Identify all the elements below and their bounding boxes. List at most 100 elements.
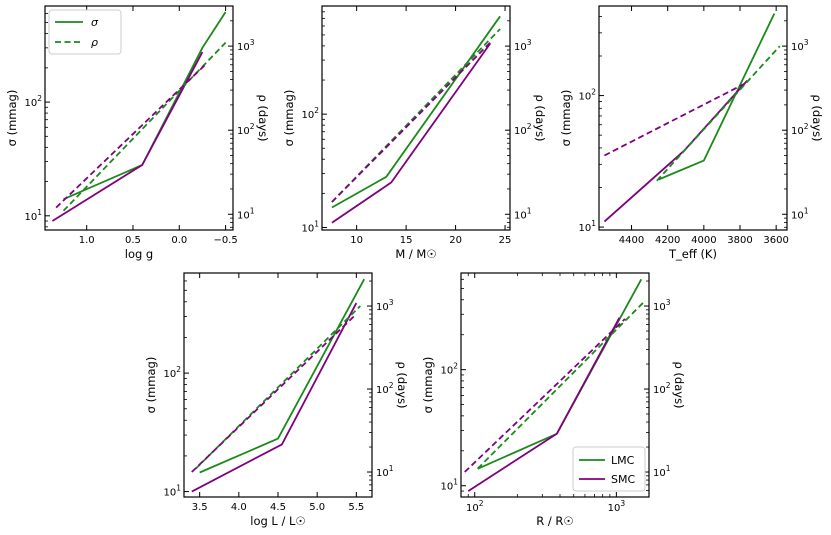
y-left-tick-label: 101 [301, 219, 319, 234]
y-left-tick-label: 102 [440, 362, 458, 377]
panel-teff: 4400 4200 4000 3800 3600 101 102 101 102 103 σ (mm… [559, 5, 824, 261]
y-right-tick-label: 101 [237, 206, 255, 221]
x-tick-label: 25 [499, 235, 512, 246]
series-line-lmc [656, 45, 781, 182]
y-right-tick-label: 101 [791, 206, 809, 221]
legend-box [48, 9, 122, 55]
series-line-lmc [63, 11, 227, 201]
series-line-smc [603, 81, 748, 157]
series-group [603, 13, 781, 223]
y-right-tick-label: 103 [791, 38, 809, 53]
series-line-smc [191, 313, 357, 473]
plot-frame [183, 272, 373, 498]
x-tick-label: 15 [400, 235, 413, 246]
series-line-lmc [658, 13, 776, 181]
panel-logg: 1.0 0.5 0.0 −0.5 101 102 101 102 103 σ (mmag) ρ (d… [5, 5, 270, 261]
legend-sigma-label: σ [91, 16, 99, 29]
x-tick-label: 5.5 [348, 502, 364, 513]
series-line-smc [331, 41, 491, 203]
series-line-lmc [477, 278, 643, 470]
panel-mass: 10 15 20 25 101 102 101 102 103 σ (mmag) ρ (days) M… [282, 5, 547, 261]
series-line-smc [331, 42, 491, 224]
x-tick-label: 5.0 [309, 502, 325, 513]
x-tick-label: 0.0 [171, 235, 187, 246]
x-tick-label: 4200 [655, 235, 680, 246]
y-right-tick-label: 103 [653, 298, 671, 313]
y-right-tick-label: 101 [376, 464, 394, 479]
x-tick-label: 20 [449, 235, 462, 246]
y-left-tick-label: 102 [24, 94, 42, 109]
y-right-tick-label: 102 [237, 122, 255, 137]
plot-frame [321, 5, 511, 231]
x-axis-label: R / R☉ [536, 514, 573, 528]
x-tick-label: 3600 [763, 235, 788, 246]
series-line-smc [191, 302, 358, 493]
x-tick-label: −0.5 [213, 235, 237, 246]
series-line-lmc [331, 15, 501, 209]
x-tick-label: 4.0 [231, 502, 247, 513]
plot-frame [460, 272, 650, 498]
x-tick-label: 102 [466, 499, 484, 514]
y-right-tick-label: 102 [514, 122, 532, 137]
series-group [331, 15, 501, 224]
y-left-label: σ (mmag) [5, 90, 19, 147]
legend-lmc-smc: LMC SMC [572, 446, 646, 492]
series-line-lmc [477, 301, 644, 470]
y-right-tick-label: 102 [791, 122, 809, 137]
x-tick-label: 3.5 [192, 502, 208, 513]
panel-lum: 3.5 4.0 4.5 5.0 5.5 101 102 101 102 103 σ (mmag) ρ … [144, 272, 409, 528]
panel-radius: 102 103 101 102 101 102 103 σ (mmag) ρ (days) R /… [421, 272, 686, 528]
y-left-tick-label: 102 [578, 88, 596, 103]
x-axis-label: M / M☉ [395, 247, 436, 261]
y-right-label: ρ (days) [672, 361, 686, 408]
y-right-label: ρ (days) [256, 94, 270, 141]
y-left-label: σ (mmag) [144, 357, 158, 414]
series-line-smc [603, 79, 748, 223]
x-tick-label: 10 [350, 235, 363, 246]
series-group [51, 11, 227, 222]
series-line-smc [467, 317, 621, 492]
legend-smc-label: SMC [611, 473, 635, 486]
y-right-tick-label: 101 [653, 464, 671, 479]
y-left-label: σ (mmag) [282, 90, 296, 147]
y-right-tick-label: 103 [237, 38, 255, 53]
y-right-label: ρ (days) [395, 361, 409, 408]
series-line-smc [55, 64, 206, 209]
y-right-tick-label: 103 [514, 38, 532, 53]
legend-lmc-label: LMC [611, 454, 635, 467]
series-line-lmc [62, 41, 227, 212]
y-right-tick-label: 102 [376, 381, 394, 396]
x-tick-label: 4000 [691, 235, 716, 246]
series-line-smc [464, 318, 626, 473]
y-left-tick-label: 101 [163, 484, 181, 499]
x-tick-label: 103 [608, 499, 626, 514]
x-tick-label: 4400 [619, 235, 644, 246]
legend-box [572, 446, 646, 492]
x-tick-label: 0.5 [125, 235, 141, 246]
y-right-tick-label: 103 [376, 298, 394, 313]
y-left-tick-label: 101 [440, 478, 458, 493]
y-right-label: ρ (days) [810, 94, 824, 141]
series-group [191, 278, 365, 493]
plot-frame [598, 5, 788, 231]
x-tick-label: 1.0 [79, 235, 95, 246]
x-axis-label: log L / L☉ [250, 514, 306, 528]
x-tick-label: 4.5 [270, 502, 286, 513]
y-left-tick-label: 101 [24, 208, 42, 223]
series-line-smc [51, 51, 204, 222]
y-left-tick-label: 102 [163, 365, 181, 380]
y-left-label: σ (mmag) [421, 357, 435, 414]
y-right-label: ρ (days) [533, 94, 547, 141]
series-line-lmc [199, 278, 365, 474]
y-left-tick-label: 102 [301, 106, 319, 121]
y-right-tick-label: 101 [514, 206, 532, 221]
y-left-tick-label: 101 [578, 219, 596, 234]
x-axis-label: T_eff (K) [668, 247, 717, 261]
legend-rho-label: ρ [91, 36, 98, 49]
y-right-tick-label: 102 [653, 381, 671, 396]
y-left-label: σ (mmag) [559, 90, 573, 147]
series-line-lmc [331, 28, 501, 203]
plot-frame [44, 5, 234, 231]
legend-sigma-rho: σρ [48, 9, 122, 55]
